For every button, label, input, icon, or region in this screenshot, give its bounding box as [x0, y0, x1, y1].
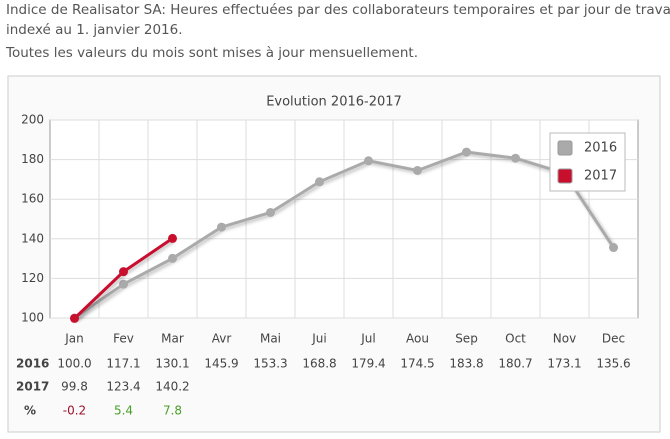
x-tick-label: Mai	[260, 332, 281, 346]
table-value: 123.4	[106, 380, 140, 394]
intro-line: indexé au 1. janvier 2016.	[6, 22, 183, 38]
point	[511, 153, 520, 163]
table-value: 140.2	[155, 380, 189, 394]
table-value: 168.8	[302, 357, 336, 371]
y-tick-label: 120	[21, 271, 44, 285]
x-tick-label: Avr	[212, 332, 232, 346]
legend-label: 2016	[584, 141, 617, 156]
table-value: 100.0	[57, 357, 91, 371]
table-value: 173.1	[547, 357, 581, 371]
legend-swatch	[557, 168, 573, 184]
table-value: 180.7	[498, 357, 532, 371]
row-label: 2017	[16, 380, 49, 394]
point	[70, 313, 79, 323]
point	[609, 243, 618, 253]
change-value: -0.2	[63, 404, 86, 418]
x-tick-label: Sep	[455, 332, 478, 346]
row-label: 2016	[16, 357, 49, 371]
intro-line: Indice de Realisator SA: Heures effectué…	[6, 2, 670, 18]
x-tick-label: Fev	[113, 332, 134, 346]
table-value: 174.5	[400, 357, 434, 371]
point	[119, 279, 128, 289]
chart-title: Evolution 2016-2017	[266, 95, 402, 110]
y-tick-label: 160	[21, 192, 44, 206]
x-tick-label: Oct	[505, 332, 526, 346]
row-label: %	[24, 404, 36, 418]
table-value: 130.1	[155, 357, 189, 371]
point	[119, 267, 128, 277]
table-value: 99.8	[61, 380, 88, 394]
point	[217, 222, 226, 232]
y-tick-label: 100	[21, 311, 44, 325]
table-value: 145.9	[204, 357, 238, 371]
point	[413, 165, 422, 175]
change-value: 5.4	[114, 404, 133, 418]
series-line	[73, 150, 615, 320]
x-tick-label: Jul	[360, 332, 375, 346]
point	[315, 177, 324, 187]
point	[168, 253, 177, 263]
x-tick-label: Nov	[553, 332, 576, 346]
x-tick-label: Aou	[406, 332, 429, 346]
point	[168, 233, 177, 243]
point	[266, 207, 275, 217]
x-tick-label: Mar	[161, 332, 184, 346]
table-value: 117.1	[106, 357, 140, 371]
intro-line: Toutes les valeurs du mois sont mises à …	[5, 45, 418, 61]
x-tick-label: Jui	[311, 332, 326, 346]
y-tick-label: 200	[21, 113, 44, 127]
table-value: 183.8	[449, 357, 483, 371]
legend-label: 2017	[584, 169, 617, 184]
y-tick-label: 180	[21, 152, 44, 166]
x-tick-label: Jan	[64, 332, 84, 346]
table-value: 153.3	[253, 357, 287, 371]
table-value: 179.4	[351, 357, 385, 371]
change-value: 7.8	[163, 404, 182, 418]
point	[364, 156, 373, 166]
y-tick-label: 140	[21, 231, 44, 245]
x-tick-label: Dec	[602, 332, 625, 346]
table-value: 135.6	[596, 357, 630, 371]
point	[462, 147, 471, 157]
legend-swatch	[557, 140, 573, 156]
